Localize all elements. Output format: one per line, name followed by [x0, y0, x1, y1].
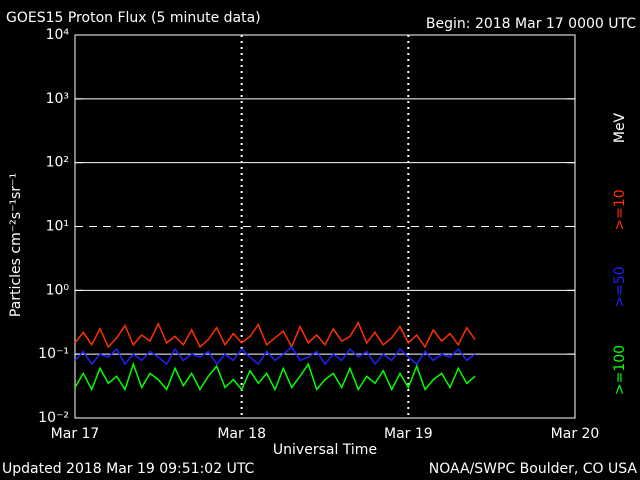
series-line — [74, 345, 476, 366]
legend-unit: MeV — [612, 112, 628, 143]
legend-entry: >=50 — [612, 266, 628, 307]
x-tick-label: Mar 20 — [551, 426, 600, 442]
chart-title: GOES15 Proton Flux (5 minute data) — [6, 10, 261, 26]
y-tick-label: 10⁰ — [46, 282, 70, 298]
updated-note: Updated 2018 Mar 19 09:51:02 UTC — [2, 461, 255, 477]
y-tick-label: 10² — [46, 155, 69, 171]
y-tick-label: 10⁻² — [38, 410, 69, 426]
y-tick-label: 10⁻¹ — [38, 346, 69, 362]
y-tick-label: 10¹ — [46, 219, 69, 235]
x-axis-label: Universal Time — [273, 442, 377, 458]
legend-entry: >=10 — [612, 189, 628, 230]
chart-subtitle: Begin: 2018 Mar 17 0000 UTC — [426, 16, 636, 32]
legend-entry: >=100 — [612, 345, 628, 395]
x-tick-label: Mar 17 — [51, 426, 100, 442]
source-note: NOAA/SWPC Boulder, CO USA — [429, 461, 638, 477]
y-tick-label: 10³ — [46, 91, 69, 107]
y-axis-label: Particles cm⁻²s⁻¹sr⁻¹ — [8, 173, 24, 317]
series-line — [74, 361, 476, 392]
x-tick-label: Mar 18 — [217, 426, 266, 442]
x-tick-label: Mar 19 — [384, 426, 433, 442]
series-line — [74, 321, 476, 349]
y-tick-label: 10⁴ — [46, 27, 70, 43]
